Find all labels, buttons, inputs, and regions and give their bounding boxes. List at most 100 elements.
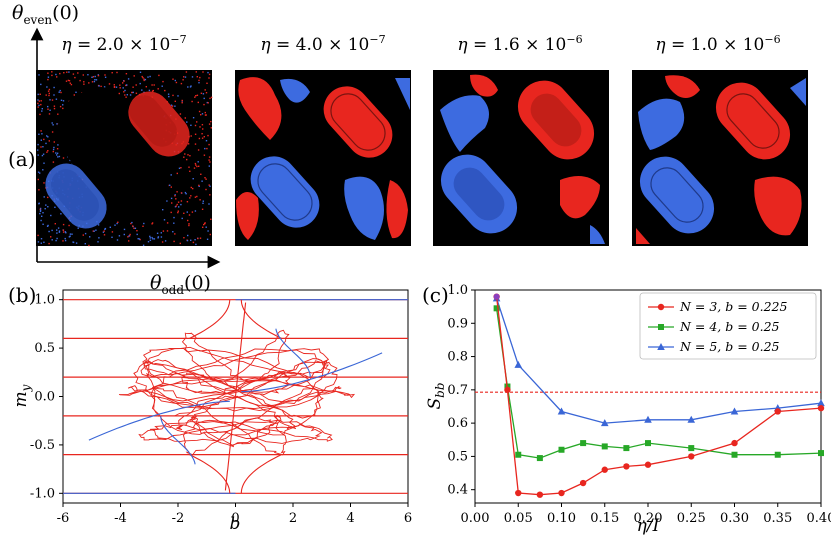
map-3-title: η = 1.6 × 10−6 — [457, 33, 582, 55]
b-loop-curve — [181, 329, 290, 381]
b-y-tick-label: -0.5 — [30, 438, 55, 453]
c-y-tick-label: 0.8 — [447, 350, 468, 365]
b-bifurcation-curve — [189, 454, 231, 494]
c-data-point — [580, 440, 587, 447]
panel-b-x-label: b — [230, 514, 241, 534]
c-x-tick-label: 0.40 — [807, 511, 831, 526]
legend-marker — [657, 343, 665, 350]
b-loop-curve — [183, 417, 287, 456]
c-data-point — [687, 415, 696, 423]
b-x-tick-label: -4 — [114, 511, 127, 526]
panel-c-x-label: η/I — [637, 516, 660, 536]
b-loop-curve — [145, 358, 325, 408]
c-overlap-point — [493, 293, 500, 300]
c-x-tick-label: 0.25 — [677, 511, 706, 526]
b-x-tick-label: 6 — [404, 511, 412, 526]
panel-c: (c) 0.000.050.100.150.200.250.300.350.40… — [422, 283, 831, 536]
c-data-point — [514, 360, 523, 368]
panel-b: (b) -6 -4 -2 0 2 4 6 1.0 0.5 0.0 -0.5 -1.0 b my — [8, 283, 412, 534]
c-data-point — [536, 455, 543, 462]
b-blue-branch — [275, 328, 311, 378]
c-data-point — [731, 451, 738, 458]
map-2-red-lobe — [323, 86, 393, 158]
b-blue-branch — [88, 400, 230, 441]
c-data-point — [558, 489, 565, 497]
b-bifurcation-curve — [240, 454, 282, 494]
panel-c-label: (c) — [422, 283, 449, 307]
c-data-point — [644, 461, 652, 468]
c-data-point — [731, 439, 738, 447]
b-loop-curve — [118, 378, 356, 399]
poincare-map-3 — [433, 70, 609, 246]
panel-b-y-label: my — [11, 384, 33, 407]
b-blue-branch — [241, 352, 383, 393]
c-x-tick-label: 0.10 — [547, 511, 576, 526]
map-2-title: η = 4.0 × 10−7 — [260, 33, 385, 55]
legend-entry-label: N = 5, b = 0.25 — [679, 339, 780, 354]
c-data-point — [818, 450, 824, 457]
c-data-point — [536, 491, 544, 498]
legend-marker — [657, 303, 665, 311]
c-y-tick-label: 0.9 — [447, 316, 468, 331]
c-data-point — [579, 479, 587, 487]
poincare-map-1 — [36, 70, 213, 247]
map-4-title: η = 1.0 × 10−6 — [655, 33, 780, 55]
panel-a: (a) θeven(0) θodd(0) η = 2.0 × 10−7 η = … — [8, 2, 808, 297]
b-blue-branch — [160, 415, 196, 465]
map-2-blue-lobe — [250, 156, 320, 228]
b-loop-curve — [133, 361, 338, 403]
b-bifurcation-curve — [240, 299, 282, 339]
b-bifurcation-curve — [189, 299, 231, 339]
b-loop-curve — [127, 385, 342, 412]
c-x-tick-label: 0.30 — [720, 511, 749, 526]
c-data-point — [515, 489, 522, 497]
c-data-point — [504, 386, 511, 394]
map-4-blue-lobe — [639, 156, 715, 234]
b-x-tick-label: -2 — [172, 511, 185, 526]
b-loop-curve — [189, 414, 282, 448]
b-x-tick-label: 4 — [346, 511, 354, 526]
map-4-red-lobe — [715, 82, 791, 160]
panel-a-x-axis-label: θodd(0) — [150, 272, 211, 297]
b-loop-curve — [175, 394, 297, 431]
c-y-tick-label: 1.0 — [447, 283, 468, 298]
c-data-point — [601, 466, 608, 473]
c-data-point — [623, 445, 630, 452]
b-y-tick-label: 0.5 — [34, 341, 55, 356]
b-y-tick-label: 1.0 — [34, 293, 55, 308]
b-loop-curve — [181, 371, 291, 396]
c-x-tick-label: 0.20 — [634, 511, 663, 526]
panel-c-y-label: Sbb — [425, 382, 447, 409]
b-y-tick-label: -1.0 — [30, 486, 55, 501]
c-y-tick-label: 0.6 — [447, 416, 468, 431]
b-loop-curve — [149, 423, 323, 444]
b-x-tick-label: 0 — [231, 511, 239, 526]
panel-a-y-axis-label: θeven(0) — [12, 2, 79, 27]
c-data-point — [557, 407, 566, 415]
c-x-tick-label: 0.35 — [763, 511, 792, 526]
panel-c-legend: N = 3, b = 0.225 N = 4, b = 0.25 N = 5, b … — [639, 292, 817, 360]
b-loop-curve — [138, 419, 333, 442]
c-data-point — [774, 408, 781, 415]
poincare-map-2 — [235, 70, 411, 246]
c-data-point — [688, 445, 695, 452]
legend-marker — [658, 324, 664, 330]
c-data-point — [600, 419, 609, 427]
c-data-point — [493, 305, 500, 312]
c-y-tick-label: 0.7 — [447, 383, 468, 398]
map-1-title: η = 2.0 × 10−7 — [61, 33, 186, 55]
panel-a-label: (a) — [8, 147, 36, 171]
c-y-tick-label: 0.5 — [447, 449, 468, 464]
c-data-point — [688, 453, 695, 460]
c-data-point — [515, 451, 522, 458]
b-y-tick-label: 0.0 — [34, 390, 55, 405]
b-x-tick-label: -6 — [57, 511, 70, 526]
panel-b-label: (b) — [8, 283, 36, 307]
c-data-point — [645, 440, 651, 447]
legend-entry-label: N = 4, b = 0.25 — [679, 319, 780, 334]
poincare-map-4 — [632, 70, 808, 246]
c-data-point — [817, 404, 825, 412]
b-loop-curve — [152, 371, 321, 419]
c-data-point — [774, 451, 781, 458]
